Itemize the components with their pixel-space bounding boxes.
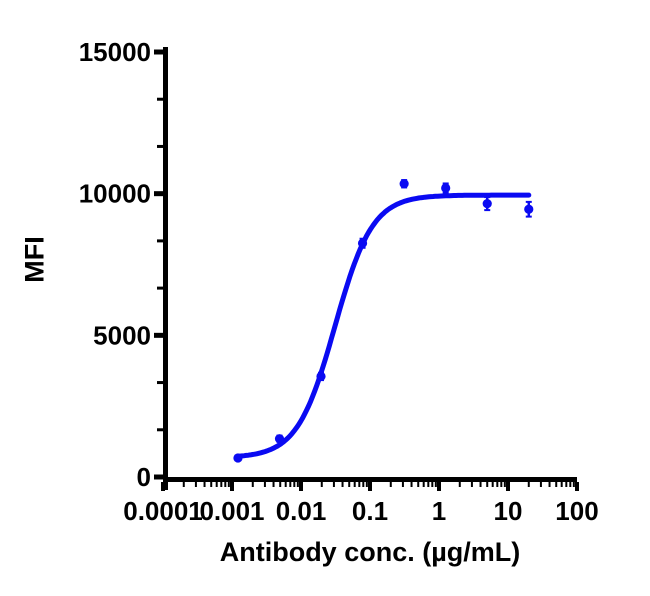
data-point xyxy=(316,371,326,382)
x-tick-label: 0.1 xyxy=(352,496,388,526)
data-point xyxy=(274,434,285,444)
x-tick-label: 10 xyxy=(494,496,523,526)
x-tick-label: 100 xyxy=(555,496,598,526)
x-tick-label: 0.01 xyxy=(276,496,327,526)
data-point xyxy=(357,238,368,248)
x-axis-title: Antibody conc. (µg/mL) xyxy=(219,537,521,567)
x-tick-label: 1 xyxy=(432,496,446,526)
data-point xyxy=(482,198,492,209)
data-point xyxy=(441,183,451,193)
data-point xyxy=(399,179,409,189)
y-tick-label: 10000 xyxy=(79,179,151,209)
y-axis-title: MFI xyxy=(19,236,50,283)
x-tick-label: 0.001 xyxy=(199,496,264,526)
y-tick-label: 15000 xyxy=(79,37,151,67)
y-tick-label: 5000 xyxy=(93,320,151,350)
fit-curve xyxy=(235,192,532,459)
x-tick-label: 0.0001 xyxy=(123,496,203,526)
data-point xyxy=(233,453,243,463)
y-tick-label: 0 xyxy=(137,462,151,492)
data-point xyxy=(524,204,534,214)
